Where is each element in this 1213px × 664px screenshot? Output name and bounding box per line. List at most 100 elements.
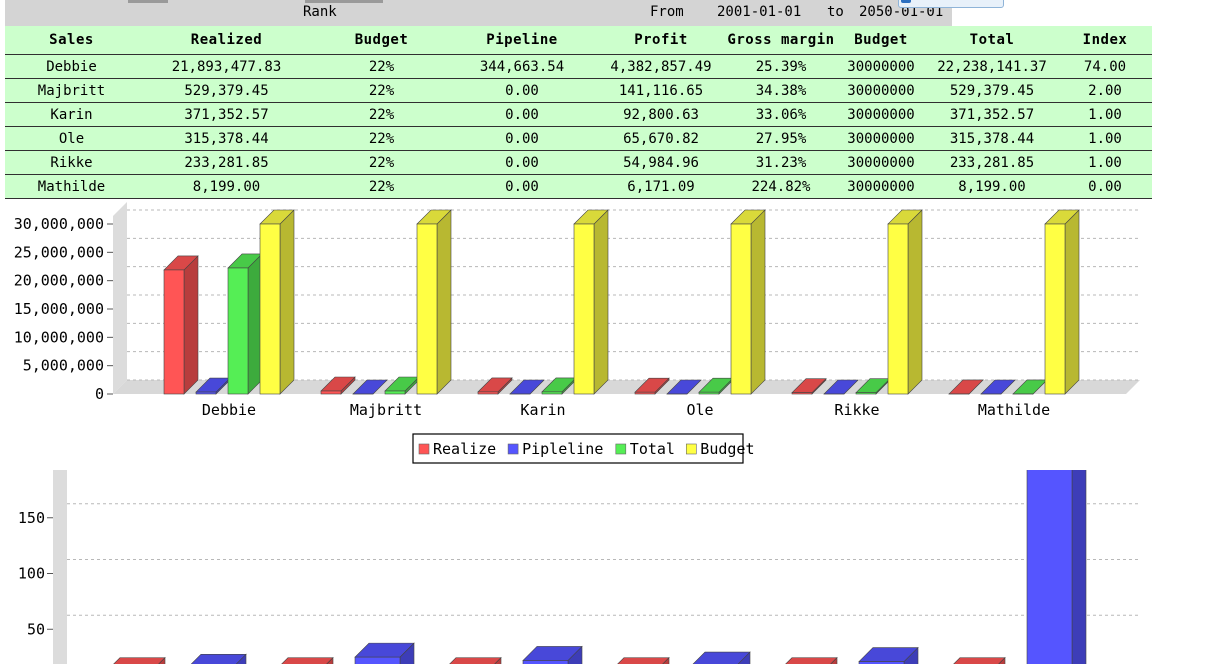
- x-tick-label: Ole: [686, 401, 713, 419]
- cell: 1.00: [1058, 150, 1152, 175]
- bar-front: [730, 223, 752, 395]
- bar-side: [1064, 209, 1080, 395]
- y-tick-label: 100: [18, 565, 45, 583]
- y-tick-label: 25,000,000: [14, 243, 104, 261]
- cell: 30000000: [836, 126, 926, 151]
- column-header[interactable]: Budget: [315, 26, 448, 55]
- column-header[interactable]: Budget: [836, 26, 926, 55]
- bar-front: [1026, 470, 1073, 664]
- legend-swatch: [418, 443, 430, 455]
- to-label: to: [827, 4, 844, 20]
- rank-label[interactable]: Rank: [303, 4, 337, 20]
- index-bar-chart: 200 150 100 50: [18, 470, 1140, 664]
- cell: 27.95%: [726, 126, 836, 151]
- table-row[interactable]: Rikke 233,281.85 22% 0.00 54,984.96 31.23% 300…: [5, 150, 1152, 175]
- bar: [858, 646, 919, 664]
- table-row[interactable]: Ole 315,378.44 22% 0.00 65,670.82 27.95% 30000…: [5, 126, 1152, 151]
- bar-top: [281, 657, 334, 664]
- cell: Debbie: [5, 54, 138, 79]
- sales-table: Sales Realized Budget Pipeline Profit Gr…: [5, 26, 1152, 199]
- sales-bar-chart: 30,000,000 25,000,000 20,000,000 15,000,000…: [14, 202, 1140, 464]
- bar-front: [384, 390, 406, 395]
- bar: [281, 656, 334, 664]
- bar-front: [416, 223, 438, 395]
- bar-side: [593, 209, 609, 395]
- y-tick-label: 150: [18, 509, 45, 527]
- bar-front: [259, 223, 281, 395]
- bar-top: [190, 653, 247, 664]
- bar-side: [183, 255, 199, 395]
- x-tick-label: Rikke: [834, 401, 879, 419]
- cell: 233,281.85: [138, 150, 315, 175]
- bar-front: [195, 391, 217, 395]
- cell: 22,238,141.37: [926, 54, 1058, 79]
- bar: [113, 656, 166, 664]
- cell: Karin: [5, 102, 138, 127]
- from-label: From: [650, 4, 684, 20]
- cell: 92,800.63: [596, 102, 726, 127]
- bar-side: [1071, 470, 1087, 664]
- bar-front: [791, 392, 813, 395]
- top-tab-2[interactable]: [305, 0, 383, 3]
- bar-front: [477, 391, 499, 395]
- cell: 1.00: [1058, 126, 1152, 151]
- bar-front: [541, 391, 563, 395]
- cell: 31.23%: [726, 150, 836, 175]
- bar-front: [522, 660, 569, 664]
- cell: 344,663.54: [448, 54, 596, 79]
- bar: [666, 379, 702, 395]
- cell: Ole: [5, 126, 138, 151]
- date-to-field[interactable]: 2050-01-01: [859, 4, 944, 20]
- cell: 30000000: [836, 78, 926, 103]
- cell: 0.00: [448, 126, 596, 151]
- table-row[interactable]: Debbie 21,893,477.83 22% 344,663.54 4,382,85…: [5, 54, 1152, 79]
- y-tick-label: 20,000,000: [14, 272, 104, 290]
- cell: 22%: [315, 78, 448, 103]
- column-header[interactable]: Sales: [5, 26, 138, 55]
- bar-top: [449, 657, 502, 664]
- chart-side-wall: [53, 470, 67, 664]
- column-header[interactable]: Realized: [138, 26, 315, 55]
- cell: Rikke: [5, 150, 138, 175]
- y-tick-label: 0: [95, 385, 104, 403]
- column-header[interactable]: Index: [1058, 26, 1152, 55]
- bar: [785, 656, 838, 664]
- floating-button[interactable]: [898, 0, 1004, 8]
- cell: 4,382,857.49: [596, 54, 726, 79]
- cell: 6,171.09: [596, 174, 726, 199]
- cell: 21,893,477.83: [138, 54, 315, 79]
- cell: 315,378.44: [138, 126, 315, 151]
- x-tick-label: Majbritt: [350, 401, 422, 419]
- date-from-field[interactable]: 2001-01-01: [717, 4, 802, 20]
- cell: 22%: [315, 150, 448, 175]
- cell: 0.00: [1058, 174, 1152, 199]
- cell: 30000000: [836, 174, 926, 199]
- legend-swatch: [507, 443, 519, 455]
- column-header[interactable]: Pipeline: [448, 26, 596, 55]
- chart-side-wall: [113, 202, 127, 394]
- y-tick-label: 200: [18, 470, 45, 471]
- cell: 30000000: [836, 150, 926, 175]
- bar-side: [907, 209, 923, 395]
- column-header[interactable]: Profit: [596, 26, 726, 55]
- cell: 22%: [315, 126, 448, 151]
- bar-front: [163, 269, 185, 395]
- y-tick-label: 5,000,000: [23, 357, 104, 375]
- cell: 22%: [315, 54, 448, 79]
- top-tab-1[interactable]: [128, 0, 168, 3]
- cell: 54,984.96: [596, 150, 726, 175]
- column-header[interactable]: Gross margin: [726, 26, 836, 55]
- table-row[interactable]: Karin 371,352.57 22% 0.00 92,800.63 33.06% 300…: [5, 102, 1152, 127]
- bar: [416, 209, 452, 395]
- table-row[interactable]: Majbritt 529,379.45 22% 0.00 141,116.65 34.38…: [5, 78, 1152, 103]
- bar: [791, 377, 827, 395]
- cell: 141,116.65: [596, 78, 726, 103]
- table-row[interactable]: Mathilde 8,199.00 22% 0.00 6,171.09 224.82% 30…: [5, 174, 1152, 199]
- bar-front: [698, 391, 720, 395]
- cell: 8,199.00: [138, 174, 315, 199]
- cell: 34.38%: [726, 78, 836, 103]
- column-header[interactable]: Total: [926, 26, 1058, 55]
- bar-top: [617, 657, 670, 664]
- toolbar: Rank From 2001-01-01 to 2050-01-01: [5, 0, 952, 26]
- app-icon: [901, 0, 911, 3]
